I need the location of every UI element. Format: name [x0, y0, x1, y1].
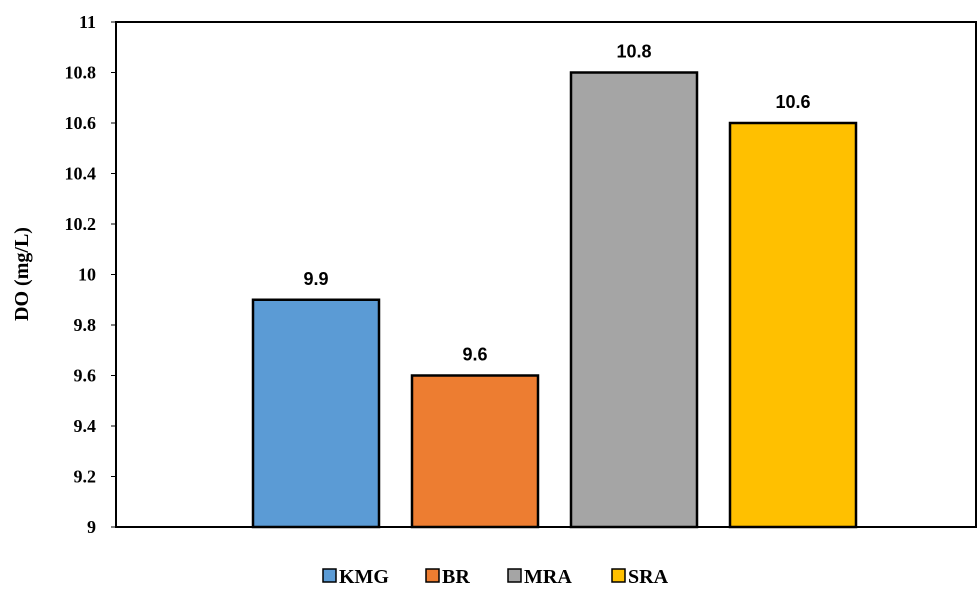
- y-tick-label: 9.6: [74, 366, 97, 386]
- bar-kmg: [251, 298, 381, 529]
- legend-swatch-kmg: [322, 568, 337, 583]
- y-axis-ticks: 9 9.2 9.4 9.6 9.8 10 10.2 10.4 10.6 10.8 11: [65, 12, 116, 537]
- y-tick-label: 11: [79, 12, 96, 32]
- bars-group: [251, 71, 858, 529]
- legend-swatch-br: [425, 568, 440, 583]
- y-tick-label: 10.2: [65, 214, 97, 234]
- legend-label-sra: SRA: [628, 566, 669, 588]
- y-tick-label: 9.8: [74, 315, 97, 335]
- y-tick-label: 10.8: [65, 63, 97, 83]
- y-axis-title: DO (mg/L): [11, 227, 33, 321]
- y-tick-label: 10.4: [65, 164, 97, 184]
- legend-label-mra: MRA: [524, 566, 572, 588]
- legend: KMG BR MRA SRA: [322, 566, 669, 588]
- data-label-kmg: 9.9: [303, 269, 328, 289]
- data-label-br: 9.6: [462, 345, 487, 365]
- bar-br: [410, 374, 540, 529]
- legend-label-kmg: KMG: [339, 566, 389, 588]
- data-labels-group: 9.9 9.6 10.8 10.6: [303, 42, 810, 365]
- legend-swatch-sra: [611, 568, 626, 583]
- data-label-sra: 10.6: [775, 92, 810, 112]
- y-tick-label: 10.6: [65, 113, 97, 133]
- y-tick-label: 9: [87, 517, 96, 537]
- bar-sra: [728, 121, 858, 529]
- legend-label-br: BR: [442, 566, 470, 588]
- y-tick-label: 10: [78, 265, 96, 285]
- legend-swatch-mra: [507, 568, 522, 583]
- data-label-mra: 10.8: [616, 42, 651, 62]
- y-tick-label: 9.2: [74, 467, 97, 487]
- bar-mra: [569, 71, 699, 529]
- y-tick-label: 9.4: [74, 416, 97, 436]
